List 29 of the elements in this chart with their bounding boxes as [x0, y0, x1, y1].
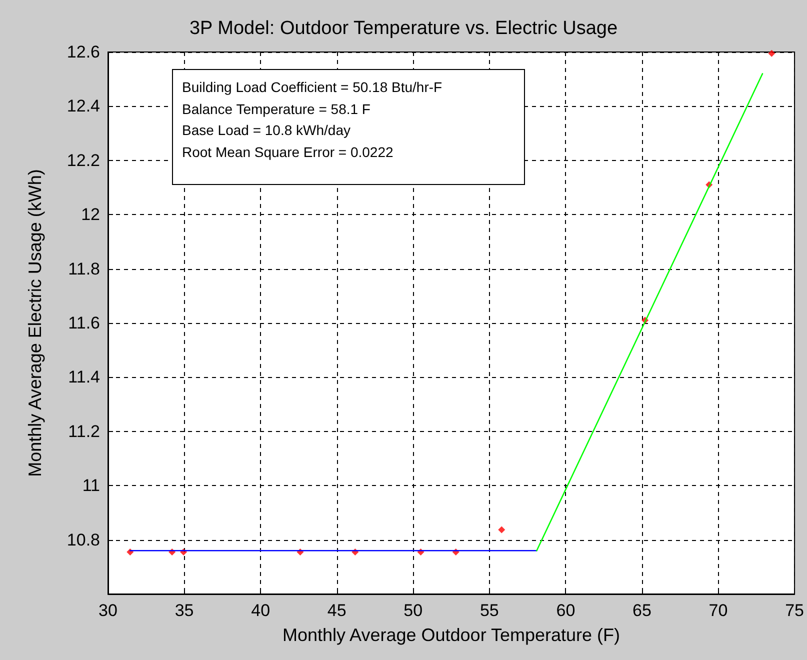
annotation: Root Mean Square Error = 0.0222: [182, 142, 394, 162]
annotation: Balance Temperature = 58.1 F: [182, 100, 372, 119]
y-tick-label: 12.4: [66, 96, 100, 116]
x-axis-title: Monthly Average Outdoor Temperature (F): [282, 625, 620, 645]
x-tick-label: 35: [174, 601, 194, 620]
x-tick-label: 40: [251, 601, 270, 620]
y-tick-label: 12: [81, 205, 100, 224]
x-tick-label: 70: [708, 601, 728, 620]
x-tick-label: 65: [632, 601, 652, 620]
y-tick-label: 12.6: [66, 42, 100, 62]
x-tick-label: 50: [404, 601, 423, 620]
y-tick-label: 11.6: [68, 314, 100, 332]
y-tick-label: 11.8: [68, 259, 100, 278]
y-tick-label: 11.4: [68, 368, 100, 387]
y-tick-label: 11: [82, 476, 100, 496]
point: [498, 526, 506, 534]
x-tick-label: 75: [785, 601, 804, 620]
point: [768, 50, 776, 57]
annotation: Building Load Coefficient = 50.18 Btu/hr-F: [182, 78, 444, 97]
x-tick-label: 60: [556, 601, 576, 620]
y-tick-label: 10.8: [66, 530, 100, 550]
x-tick-label: 55: [480, 601, 499, 620]
y-tick-label: 11.2: [68, 422, 100, 441]
x-tick-label: 30: [98, 601, 118, 620]
annotation: Base Load = 10.8 kWh/day: [182, 121, 352, 140]
chart-title: 3P Model: Outdoor Temperature vs. Electric Usage: [189, 18, 618, 39]
y-axis-title: Monthly Average Electric Usage (kWh): [25, 169, 45, 477]
x-tick-label: 45: [327, 601, 346, 620]
y-tick-label: 12.2: [66, 150, 100, 170]
